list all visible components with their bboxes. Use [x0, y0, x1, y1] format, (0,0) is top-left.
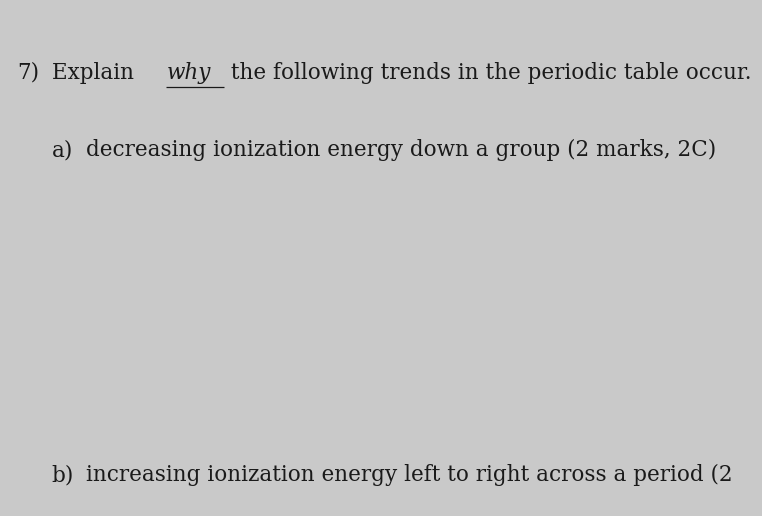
Text: why: why [166, 62, 211, 84]
Text: 7): 7) [17, 62, 39, 84]
Text: increasing ionization energy left to right across a period (2: increasing ionization energy left to rig… [86, 464, 733, 487]
Text: Explain: Explain [52, 62, 141, 84]
Text: b): b) [52, 464, 74, 487]
Text: the following trends in the periodic table occur.: the following trends in the periodic tab… [224, 62, 751, 84]
Text: decreasing ionization energy down a group (2 marks, 2C): decreasing ionization energy down a grou… [86, 139, 716, 162]
Text: a): a) [52, 139, 73, 162]
